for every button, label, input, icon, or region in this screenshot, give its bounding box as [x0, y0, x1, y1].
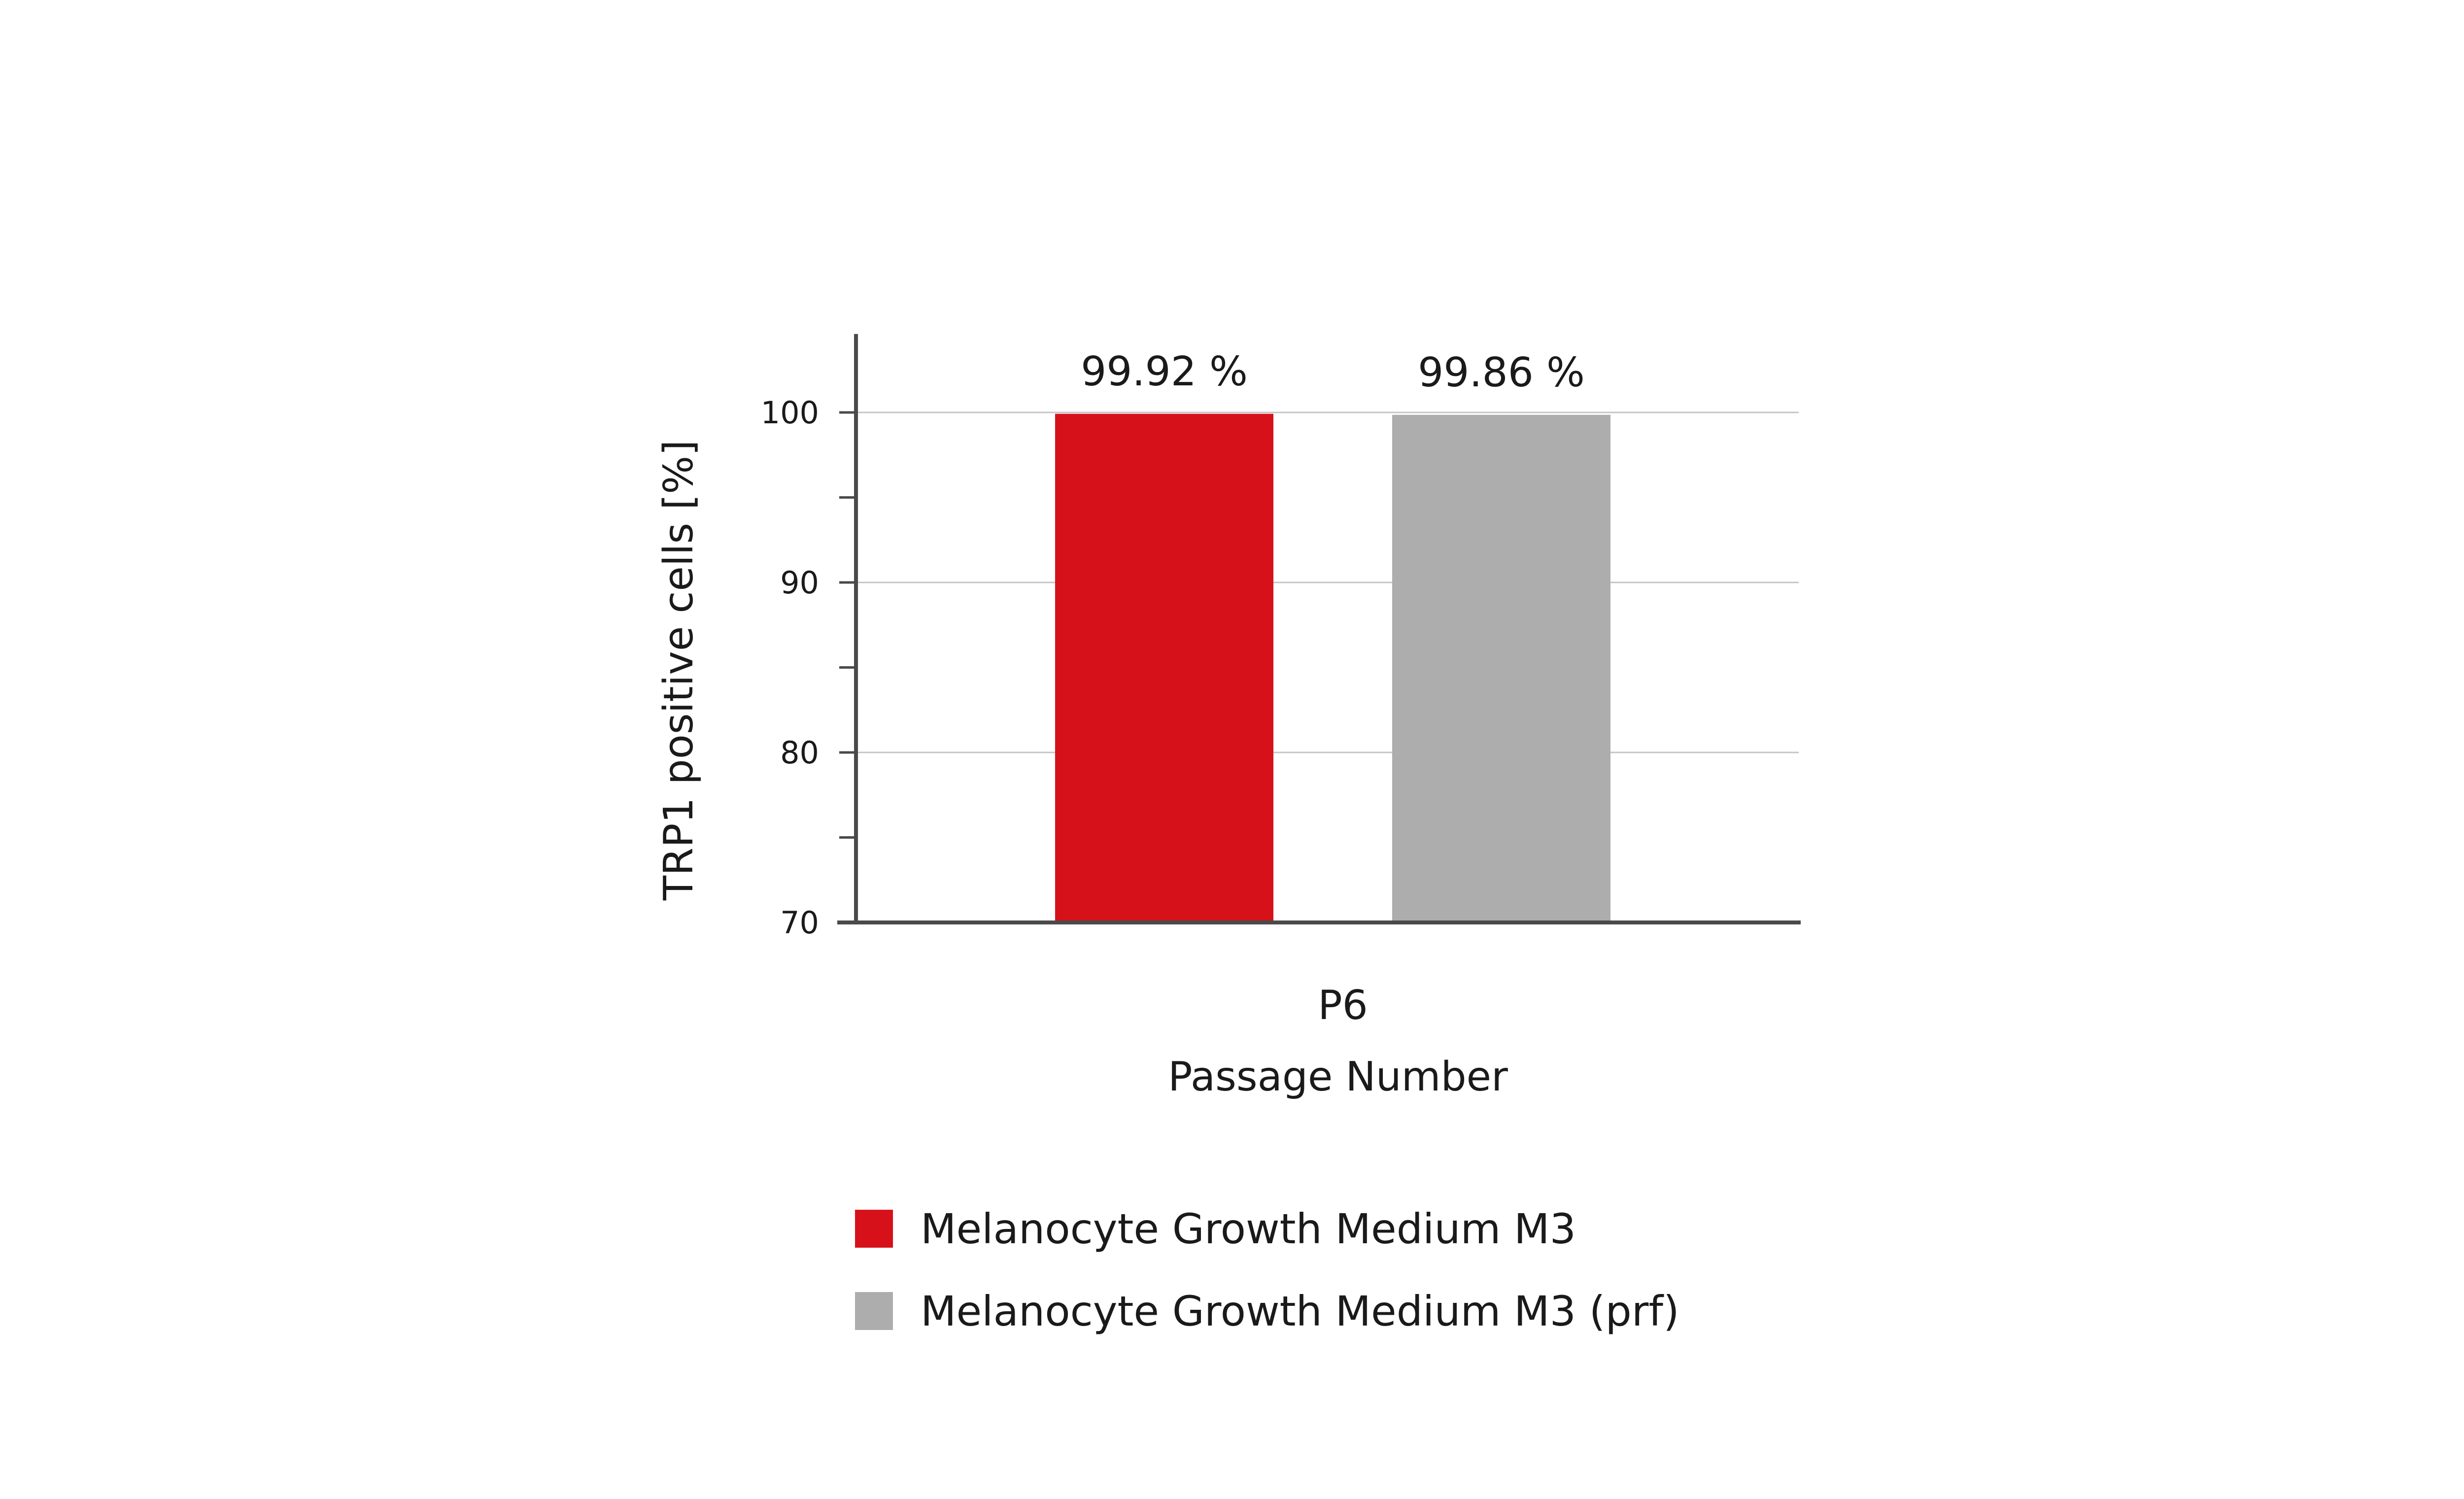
- y-tick-label: 80: [780, 735, 819, 771]
- y-tick-label: 100: [761, 395, 819, 431]
- legend-label: Melanocyte Growth Medium M3 (prf): [921, 1287, 1679, 1335]
- y-axis-title: TRP1 positive cells [%]: [655, 440, 702, 901]
- legend: Melanocyte Growth Medium M3 Melanocyte Gr…: [855, 1205, 1679, 1335]
- bar-1: [1055, 413, 1273, 922]
- data-label: 99.92 %: [1081, 348, 1248, 395]
- axes: [837, 334, 1801, 924]
- value-labels: 99.92 % 99.86 %: [1081, 348, 1585, 396]
- legend-swatch: [855, 1210, 893, 1248]
- bar-2: [1392, 414, 1610, 922]
- legend-label: Melanocyte Growth Medium M3: [921, 1205, 1576, 1253]
- legend-swatch: [855, 1292, 893, 1330]
- x-tick-labels: P6: [1318, 982, 1368, 1029]
- y-tick-label: 70: [780, 905, 819, 941]
- data-label: 99.86 %: [1418, 349, 1585, 396]
- x-tick-label: P6: [1318, 982, 1368, 1029]
- bars: [1055, 413, 1610, 922]
- y-tick-label: 90: [780, 565, 819, 601]
- x-axis-title: Passage Number: [1168, 1054, 1508, 1100]
- y-ticks: 70 80 90 100: [761, 395, 856, 941]
- gridlines: [856, 411, 1799, 753]
